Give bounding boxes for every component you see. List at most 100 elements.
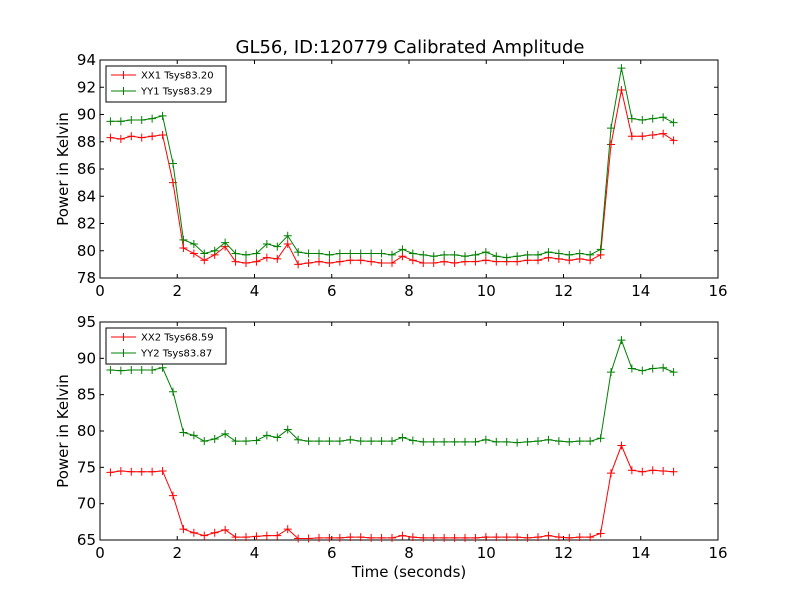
- data-point: [440, 533, 449, 542]
- lower-axes: 0 2 4 6 8 10 12 14 16 65 70 75 80 85 90 95 Power in Kelv…: [54, 313, 728, 581]
- data-point: [252, 257, 261, 266]
- data-point: [169, 387, 178, 396]
- data-point: [158, 363, 167, 372]
- x-tick-label: 16: [708, 282, 727, 300]
- data-point: [544, 248, 553, 257]
- data-point: [544, 435, 553, 444]
- legend-box: [105, 65, 227, 103]
- data-point: [294, 260, 303, 269]
- x-tick-label: 4: [250, 544, 260, 562]
- data-point: [471, 437, 480, 446]
- data-point: [242, 250, 251, 259]
- data-point: [429, 252, 438, 261]
- data-point: [481, 248, 490, 257]
- data-point: [221, 429, 230, 438]
- data-point: [315, 249, 324, 258]
- data-point: [534, 437, 543, 446]
- data-point: [148, 114, 157, 123]
- data-point: [513, 438, 522, 447]
- data-point: [627, 466, 636, 475]
- data-point: [335, 437, 344, 446]
- data-point: [450, 259, 459, 268]
- data-point: [231, 249, 240, 258]
- data-point: [200, 256, 209, 265]
- x-tick-label: 0: [95, 282, 105, 300]
- data-point: [200, 249, 209, 258]
- data-point: [242, 437, 251, 446]
- y-tick-label: 82: [77, 215, 96, 233]
- data-point: [481, 256, 490, 265]
- data-point: [544, 531, 553, 540]
- data-point: [262, 431, 271, 440]
- data-point: [137, 133, 146, 142]
- data-point: [659, 363, 668, 372]
- data-point: [252, 249, 261, 258]
- data-point: [262, 253, 271, 262]
- data-point: [346, 533, 355, 542]
- data-point: [356, 533, 365, 542]
- data-point: [638, 366, 647, 375]
- data-point: [335, 249, 344, 258]
- data-point: [200, 531, 209, 540]
- data-point: [377, 249, 386, 258]
- data-point: [607, 469, 616, 478]
- data-point: [408, 533, 417, 542]
- data-point: [523, 533, 532, 542]
- data-point: [283, 425, 292, 434]
- data-point: [148, 365, 157, 374]
- x-tick-label: 12: [554, 282, 573, 300]
- data-point: [179, 428, 188, 437]
- data-point: [617, 64, 626, 73]
- data-point: [565, 437, 574, 446]
- data-point: [565, 250, 574, 259]
- data-point: [481, 435, 490, 444]
- y-tick-label: 90: [77, 106, 96, 124]
- x-tick-label: 8: [404, 544, 414, 562]
- data-point: [106, 468, 115, 477]
- data-point: [377, 533, 386, 542]
- legend-marker: [119, 333, 128, 341]
- data-point: [169, 491, 178, 500]
- data-point: [189, 239, 198, 248]
- legend-marker: [119, 71, 128, 79]
- data-point: [210, 434, 219, 443]
- x-tick-label: 2: [172, 282, 182, 300]
- x-tick-label: 6: [327, 544, 337, 562]
- y-tick-label: 78: [77, 269, 96, 287]
- data-point: [617, 336, 626, 345]
- data-point: [106, 133, 115, 142]
- data-point: [419, 533, 428, 542]
- upper-axes: 0 2 4 6 8 10 12 14 16 78 80 82 84 86 88 90 92 94 Power in …: [54, 51, 728, 300]
- data-point: [304, 259, 313, 268]
- data-point: [325, 533, 334, 542]
- data-point: [450, 250, 459, 259]
- series-xx1: [106, 85, 678, 269]
- data-point: [367, 533, 376, 542]
- data-point: [554, 533, 563, 542]
- series-xx2: [106, 441, 678, 543]
- data-point: [189, 528, 198, 537]
- data-point: [242, 533, 251, 542]
- data-point: [461, 533, 470, 542]
- data-point: [315, 533, 324, 542]
- data-point: [429, 437, 438, 446]
- data-point: [273, 433, 282, 442]
- data-point: [523, 250, 532, 259]
- data-point: [179, 235, 188, 244]
- data-point: [554, 437, 563, 446]
- data-point: [315, 437, 324, 446]
- data-point: [669, 467, 678, 476]
- legend-marker: [119, 349, 128, 357]
- data-point: [315, 257, 324, 266]
- data-point: [116, 117, 125, 126]
- x-tick-label: 14: [631, 282, 650, 300]
- data-point: [638, 467, 647, 476]
- data-point: [617, 85, 626, 94]
- upper-y-axis-label: Power in Kelvin: [54, 112, 72, 226]
- data-point: [106, 365, 115, 374]
- lower-x-axis-label: Time (seconds): [351, 563, 467, 581]
- data-point: [189, 249, 198, 258]
- data-point: [408, 249, 417, 258]
- data-point: [596, 434, 605, 443]
- data-point: [179, 244, 188, 253]
